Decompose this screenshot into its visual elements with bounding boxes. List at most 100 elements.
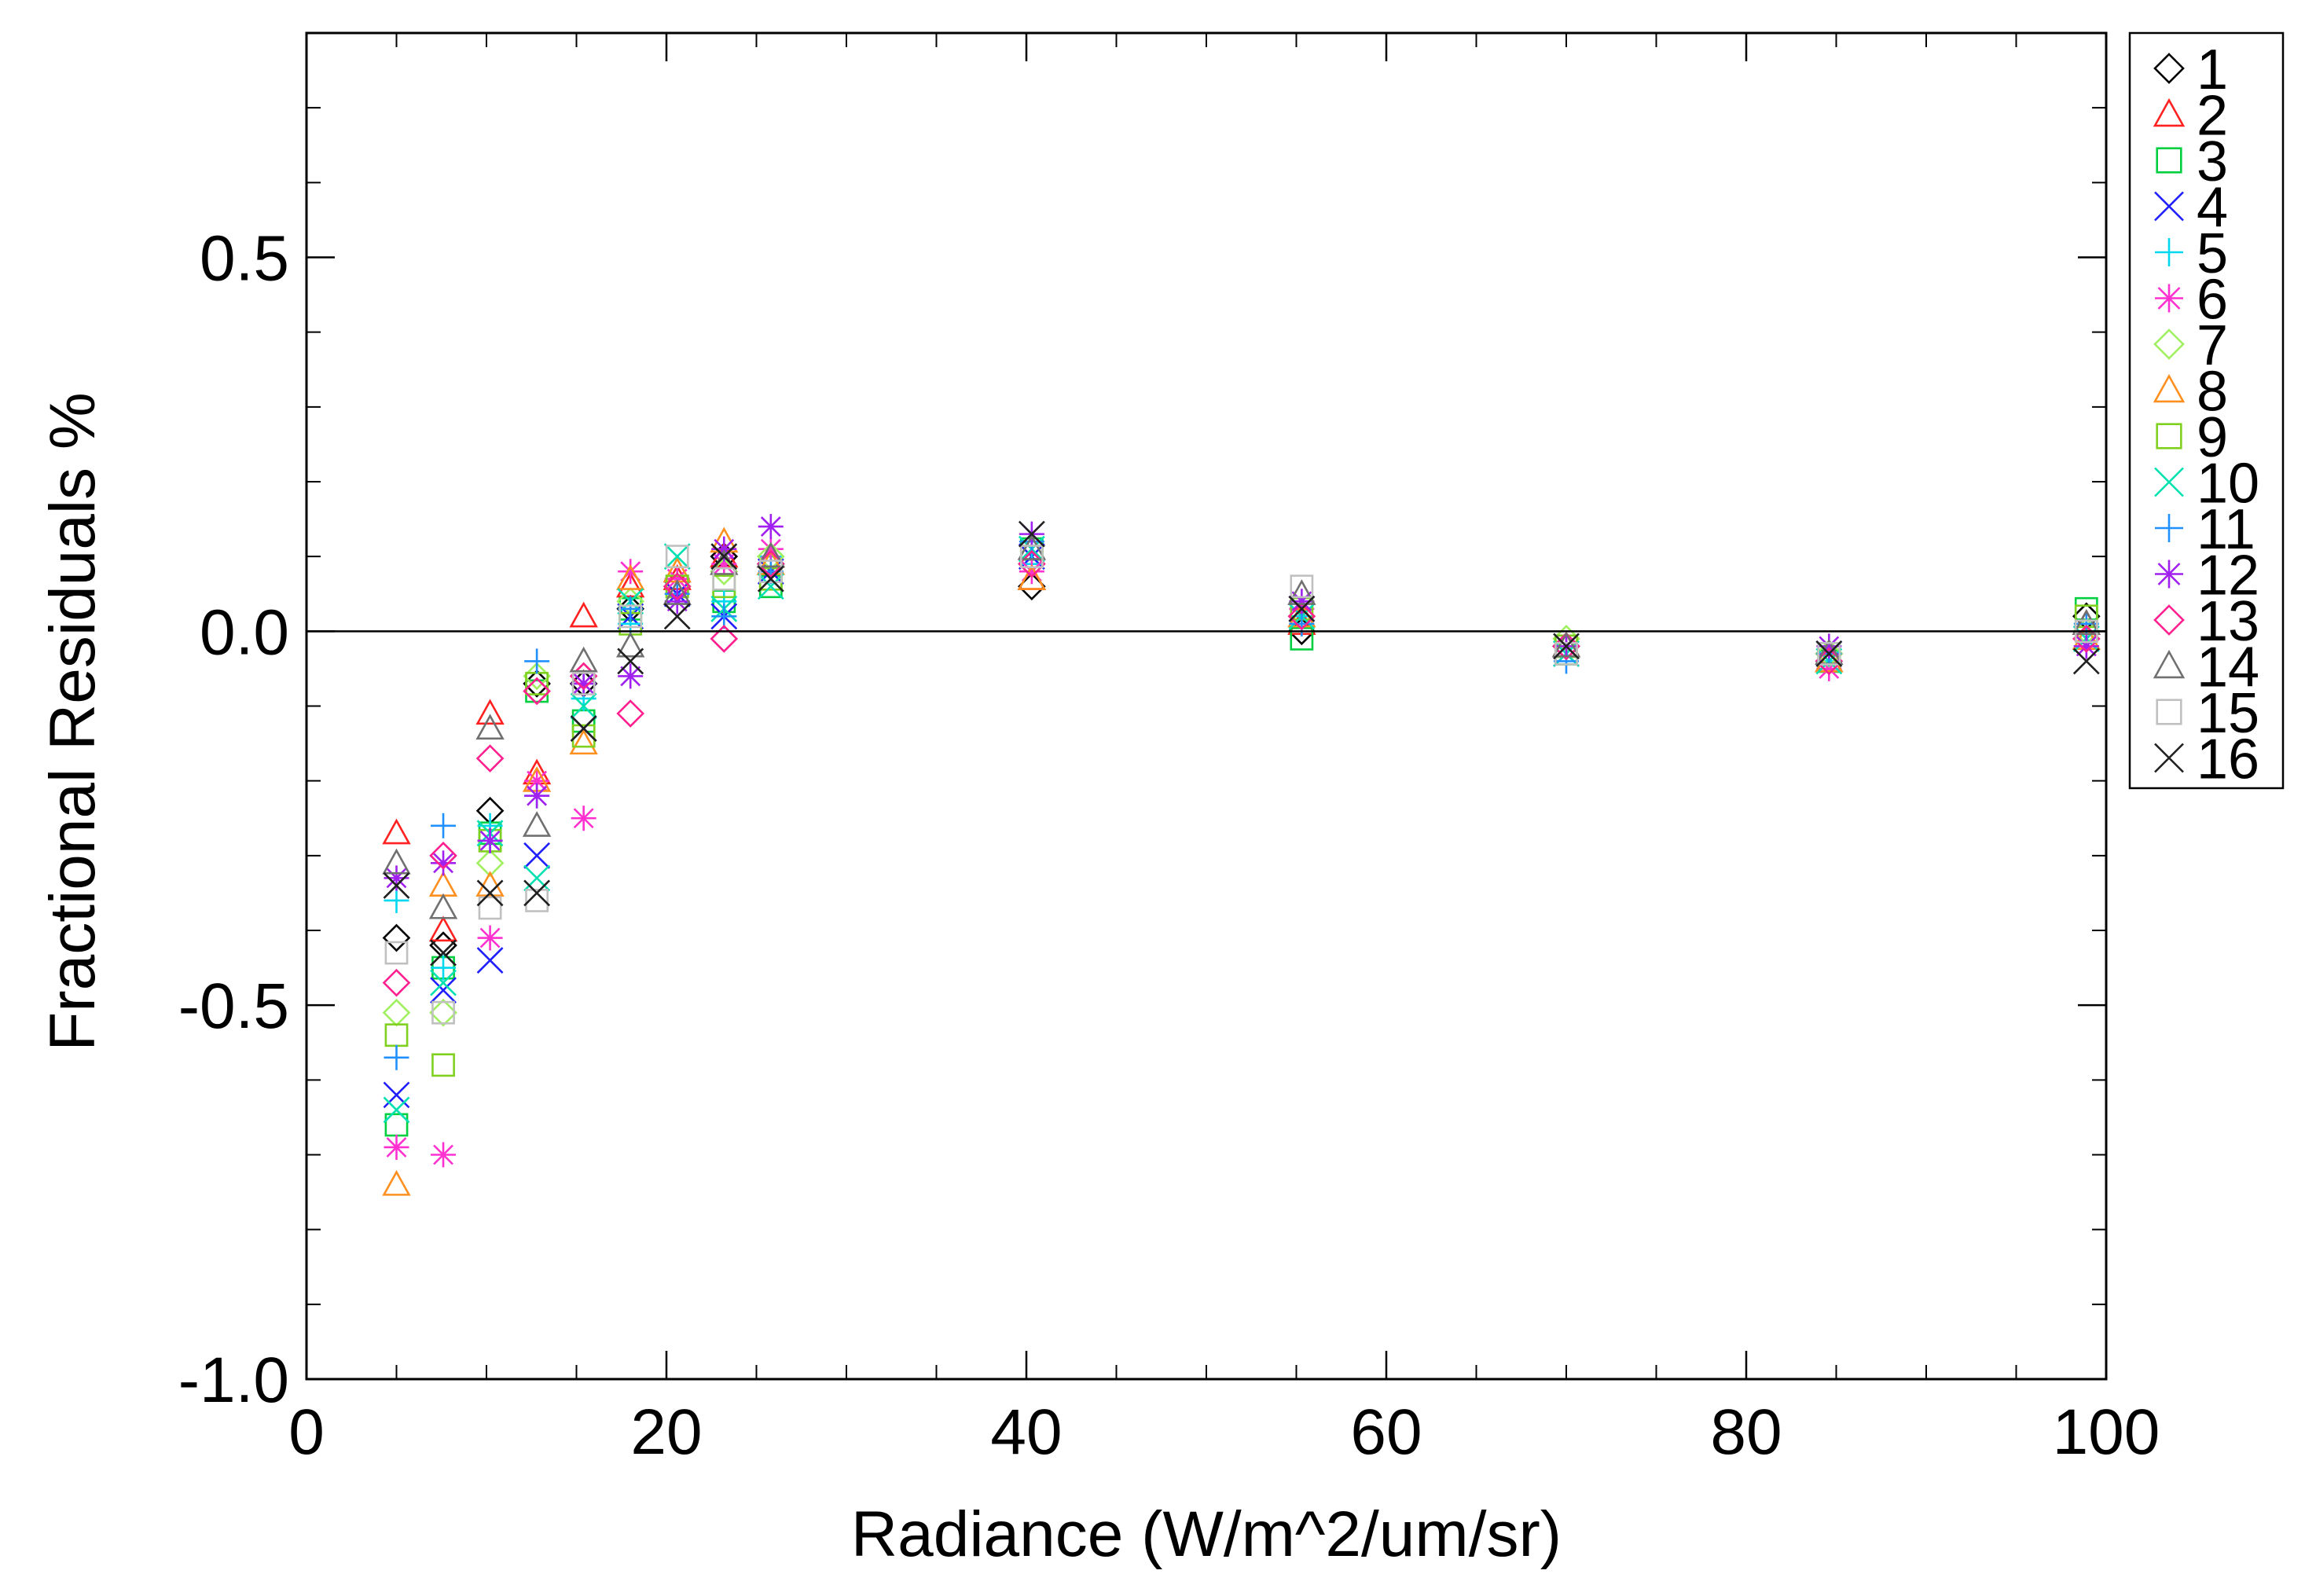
asterisk-marker-stroke — [527, 770, 548, 791]
triangle-marker-shape — [475, 871, 505, 897]
square-marker-shape — [478, 896, 502, 920]
square-marker-shape — [2156, 147, 2182, 174]
data-point-series-15 — [525, 889, 549, 912]
triangle-marker-shape — [382, 818, 411, 845]
data-point-series-6 — [524, 768, 550, 794]
diamond-marker-shape — [2153, 328, 2185, 360]
legend-label: 6 — [2197, 269, 2228, 332]
x-marker-stroke — [617, 648, 644, 675]
data-point-series-12 — [618, 663, 644, 689]
data-point-series-14 — [522, 811, 552, 837]
data-point-series-13 — [475, 744, 505, 772]
data-point-series-6 — [384, 1134, 409, 1160]
square-marker-shape — [665, 545, 689, 569]
square-marker-shape — [431, 1000, 455, 1025]
x-marker-stroke — [1018, 520, 1045, 548]
asterisk-marker-stroke — [2076, 636, 2097, 657]
data-point-series-14 — [1287, 579, 1316, 605]
data-point-series-9 — [431, 1053, 455, 1077]
data-point-series-10 — [430, 969, 457, 996]
data-point-series-16 — [523, 879, 551, 907]
data-point-series-13 — [616, 699, 645, 728]
data-point-series-10 — [663, 543, 691, 571]
legend-marker-11 — [2155, 514, 2183, 542]
triangle-marker-shape — [1017, 564, 1047, 590]
triangle-marker-shape — [1551, 631, 1581, 658]
triangle-marker-shape — [428, 893, 458, 919]
x-marker-stroke — [1288, 595, 1316, 622]
x-marker-stroke — [523, 842, 551, 869]
legend-marker-1 — [2153, 53, 2185, 84]
data-point-series-14 — [475, 714, 505, 740]
data-point-series-13 — [710, 625, 739, 653]
triangle-marker-shape — [1017, 534, 1047, 560]
asterisk-marker-stroke — [433, 853, 453, 874]
data-point-series-15 — [571, 672, 596, 695]
diamond-marker-shape — [2153, 604, 2185, 636]
diamond-marker-shape — [1287, 602, 1316, 631]
x-tick-label: 100 — [2053, 1396, 2160, 1468]
triangle-marker-shape — [1287, 579, 1316, 605]
data-point-series-4 — [523, 842, 551, 869]
legend-marker-12 — [2155, 560, 2183, 589]
asterisk-marker-stroke — [620, 666, 641, 687]
x-tick-label: 0 — [288, 1396, 325, 1468]
data-point-series-8 — [615, 564, 645, 590]
data-point-series-8 — [382, 1169, 411, 1196]
asterisk-marker-stroke — [386, 868, 407, 889]
triangle-marker-shape — [2153, 373, 2186, 403]
data-point-series-11 — [618, 596, 644, 622]
x-marker-stroke — [430, 939, 457, 967]
x-marker-stroke — [663, 543, 691, 571]
x-tick-label: 40 — [990, 1396, 1062, 1468]
data-point-series-15 — [431, 1000, 455, 1025]
diamond-marker-shape — [475, 744, 505, 772]
data-point-series-16 — [1815, 640, 1843, 667]
square-marker-shape — [1817, 641, 1841, 666]
square-marker-shape — [712, 567, 736, 591]
legend-marker-16 — [2154, 743, 2184, 773]
y-tick-label: 0.0 — [200, 596, 289, 668]
data-point-series-16 — [570, 715, 597, 742]
data-point-series-16 — [617, 648, 644, 675]
x-marker-stroke — [383, 871, 410, 899]
data-point-series-10 — [757, 573, 784, 600]
x-marker-stroke — [476, 879, 504, 907]
legend-label: 11 — [2197, 498, 2255, 561]
data-point-series-15 — [1554, 641, 1578, 666]
diamond-marker-shape — [663, 572, 692, 601]
diamond-marker-shape — [475, 849, 505, 878]
data-point-series-13 — [1287, 602, 1316, 631]
data-point-series-10 — [383, 1096, 410, 1124]
data-point-series-6 — [571, 805, 596, 831]
x-marker-stroke — [2154, 191, 2184, 222]
legend-marker-8 — [2153, 373, 2186, 403]
legend-label: 5 — [2197, 222, 2228, 285]
x-marker-stroke — [383, 1081, 410, 1109]
data-point-series-15 — [384, 941, 409, 965]
data-points — [382, 514, 2101, 1196]
legend-marker-3 — [2156, 147, 2182, 174]
diamond-marker-shape — [616, 699, 645, 728]
triangle-marker-shape — [382, 848, 411, 875]
data-point-series-10 — [570, 692, 597, 720]
triangle-marker-shape — [663, 579, 692, 605]
legend-marker-15 — [2156, 699, 2182, 725]
legend-marker-7 — [2153, 328, 2185, 360]
minor-ticks — [306, 32, 2106, 1379]
square-marker-shape — [571, 672, 596, 695]
data-point-series-2 — [382, 818, 411, 845]
data-point-series-15 — [712, 567, 736, 591]
data-point-series-12 — [2073, 633, 2099, 659]
square-marker-shape — [525, 889, 549, 912]
asterisk-marker-stroke — [714, 553, 735, 574]
data-point-series-15 — [1290, 574, 1314, 599]
triangle-marker-shape — [522, 811, 552, 837]
asterisk-marker-stroke — [527, 785, 548, 806]
legend-label: 14 — [2197, 637, 2259, 699]
square-marker-shape — [2156, 423, 2182, 449]
y-tick-label: 0.5 — [200, 223, 289, 295]
triangle-marker-shape — [475, 714, 505, 740]
